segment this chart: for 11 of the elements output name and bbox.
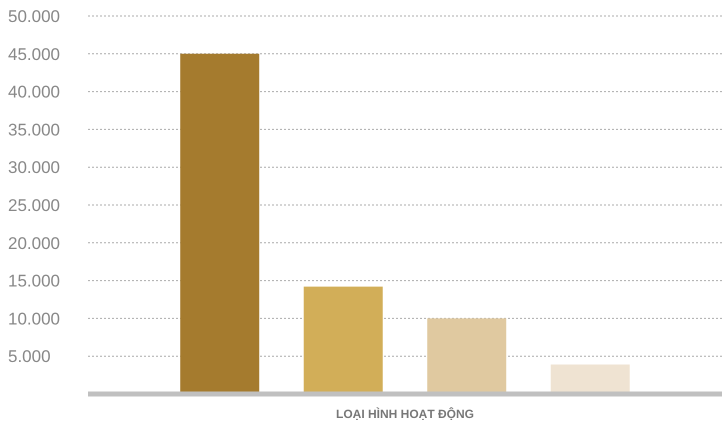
y-tick-label: 15.000 xyxy=(8,272,60,291)
y-tick-label: 50.000 xyxy=(8,7,60,26)
y-tick-label: 40.000 xyxy=(8,82,60,102)
y-tick-label: 25.000 xyxy=(8,196,60,216)
y-tick-label: 45.000 xyxy=(8,44,60,64)
y-tick-label: 20.000 xyxy=(8,234,60,253)
x-axis-title: LOẠI HÌNH HOẠT ĐỘNG xyxy=(336,407,474,421)
y-tick-label: 35.000 xyxy=(8,120,60,140)
y-tick-label: 10.000 xyxy=(8,309,60,328)
y-tick-label: 5.000 xyxy=(8,347,51,366)
y-tick-label: 30.000 xyxy=(8,158,60,178)
